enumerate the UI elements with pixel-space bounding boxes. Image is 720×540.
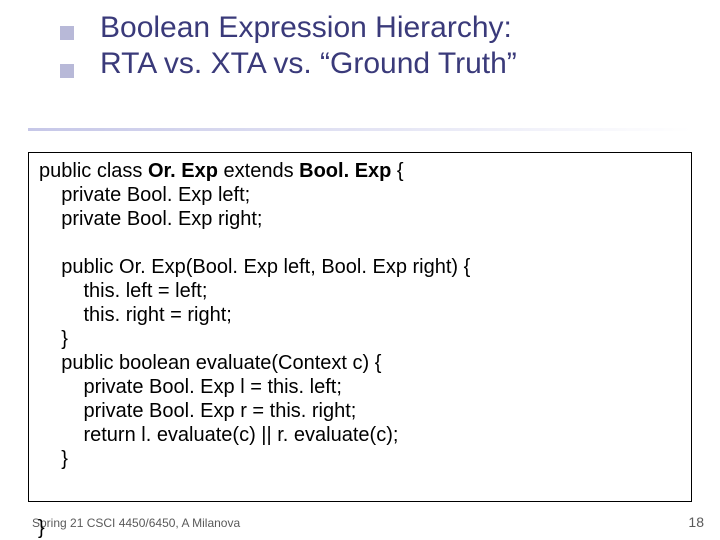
- title-bullet-2: [60, 64, 74, 78]
- code-line-10: private Bool. Exp r = this. right;: [39, 399, 681, 423]
- code-line-0-pre: public class: [39, 160, 148, 182]
- footer-text: Spring 21 CSCI 4450/6450, A Milanova: [32, 516, 240, 530]
- code-line-0-bold2: Bool. Exp: [299, 160, 391, 182]
- slide: Boolean Expression Hierarchy: RTA vs. XT…: [0, 0, 720, 540]
- code-line-2: private Bool. Exp right;: [39, 207, 681, 231]
- code-gap: [39, 231, 681, 255]
- code-line-1: private Bool. Exp left;: [39, 183, 681, 207]
- title-line-2: RTA vs. XTA vs. “Ground Truth”: [100, 46, 670, 82]
- code-line-4: public Or. Exp(Bool. Exp left, Bool. Exp…: [39, 255, 681, 279]
- code-line-0-mid: extends: [218, 160, 299, 182]
- code-line-5: this. left = left;: [39, 279, 681, 303]
- code-line-0-post: {: [391, 160, 403, 182]
- page-number: 18: [688, 514, 704, 530]
- title-block: Boolean Expression Hierarchy: RTA vs. XT…: [100, 10, 670, 82]
- code-line-9: private Bool. Exp l = this. left;: [39, 375, 681, 399]
- title-bullet-1: [60, 26, 74, 40]
- code-line-6: this. right = right;: [39, 303, 681, 327]
- title-line-1: Boolean Expression Hierarchy:: [100, 10, 670, 46]
- title-underline: [28, 128, 692, 131]
- code-line-0-bold1: Or. Exp: [148, 160, 218, 182]
- code-line-8: public boolean evaluate(Context c) {: [39, 351, 681, 375]
- code-line-11: return l. evaluate(c) || r. evaluate(c);: [39, 423, 681, 447]
- closing-brace: }: [38, 517, 45, 540]
- code-line-12: }: [39, 447, 681, 471]
- code-line-7: }: [39, 327, 681, 351]
- code-box: public class Or. Exp extends Bool. Exp {…: [28, 152, 692, 502]
- code-line-0: public class Or. Exp extends Bool. Exp {: [39, 159, 681, 183]
